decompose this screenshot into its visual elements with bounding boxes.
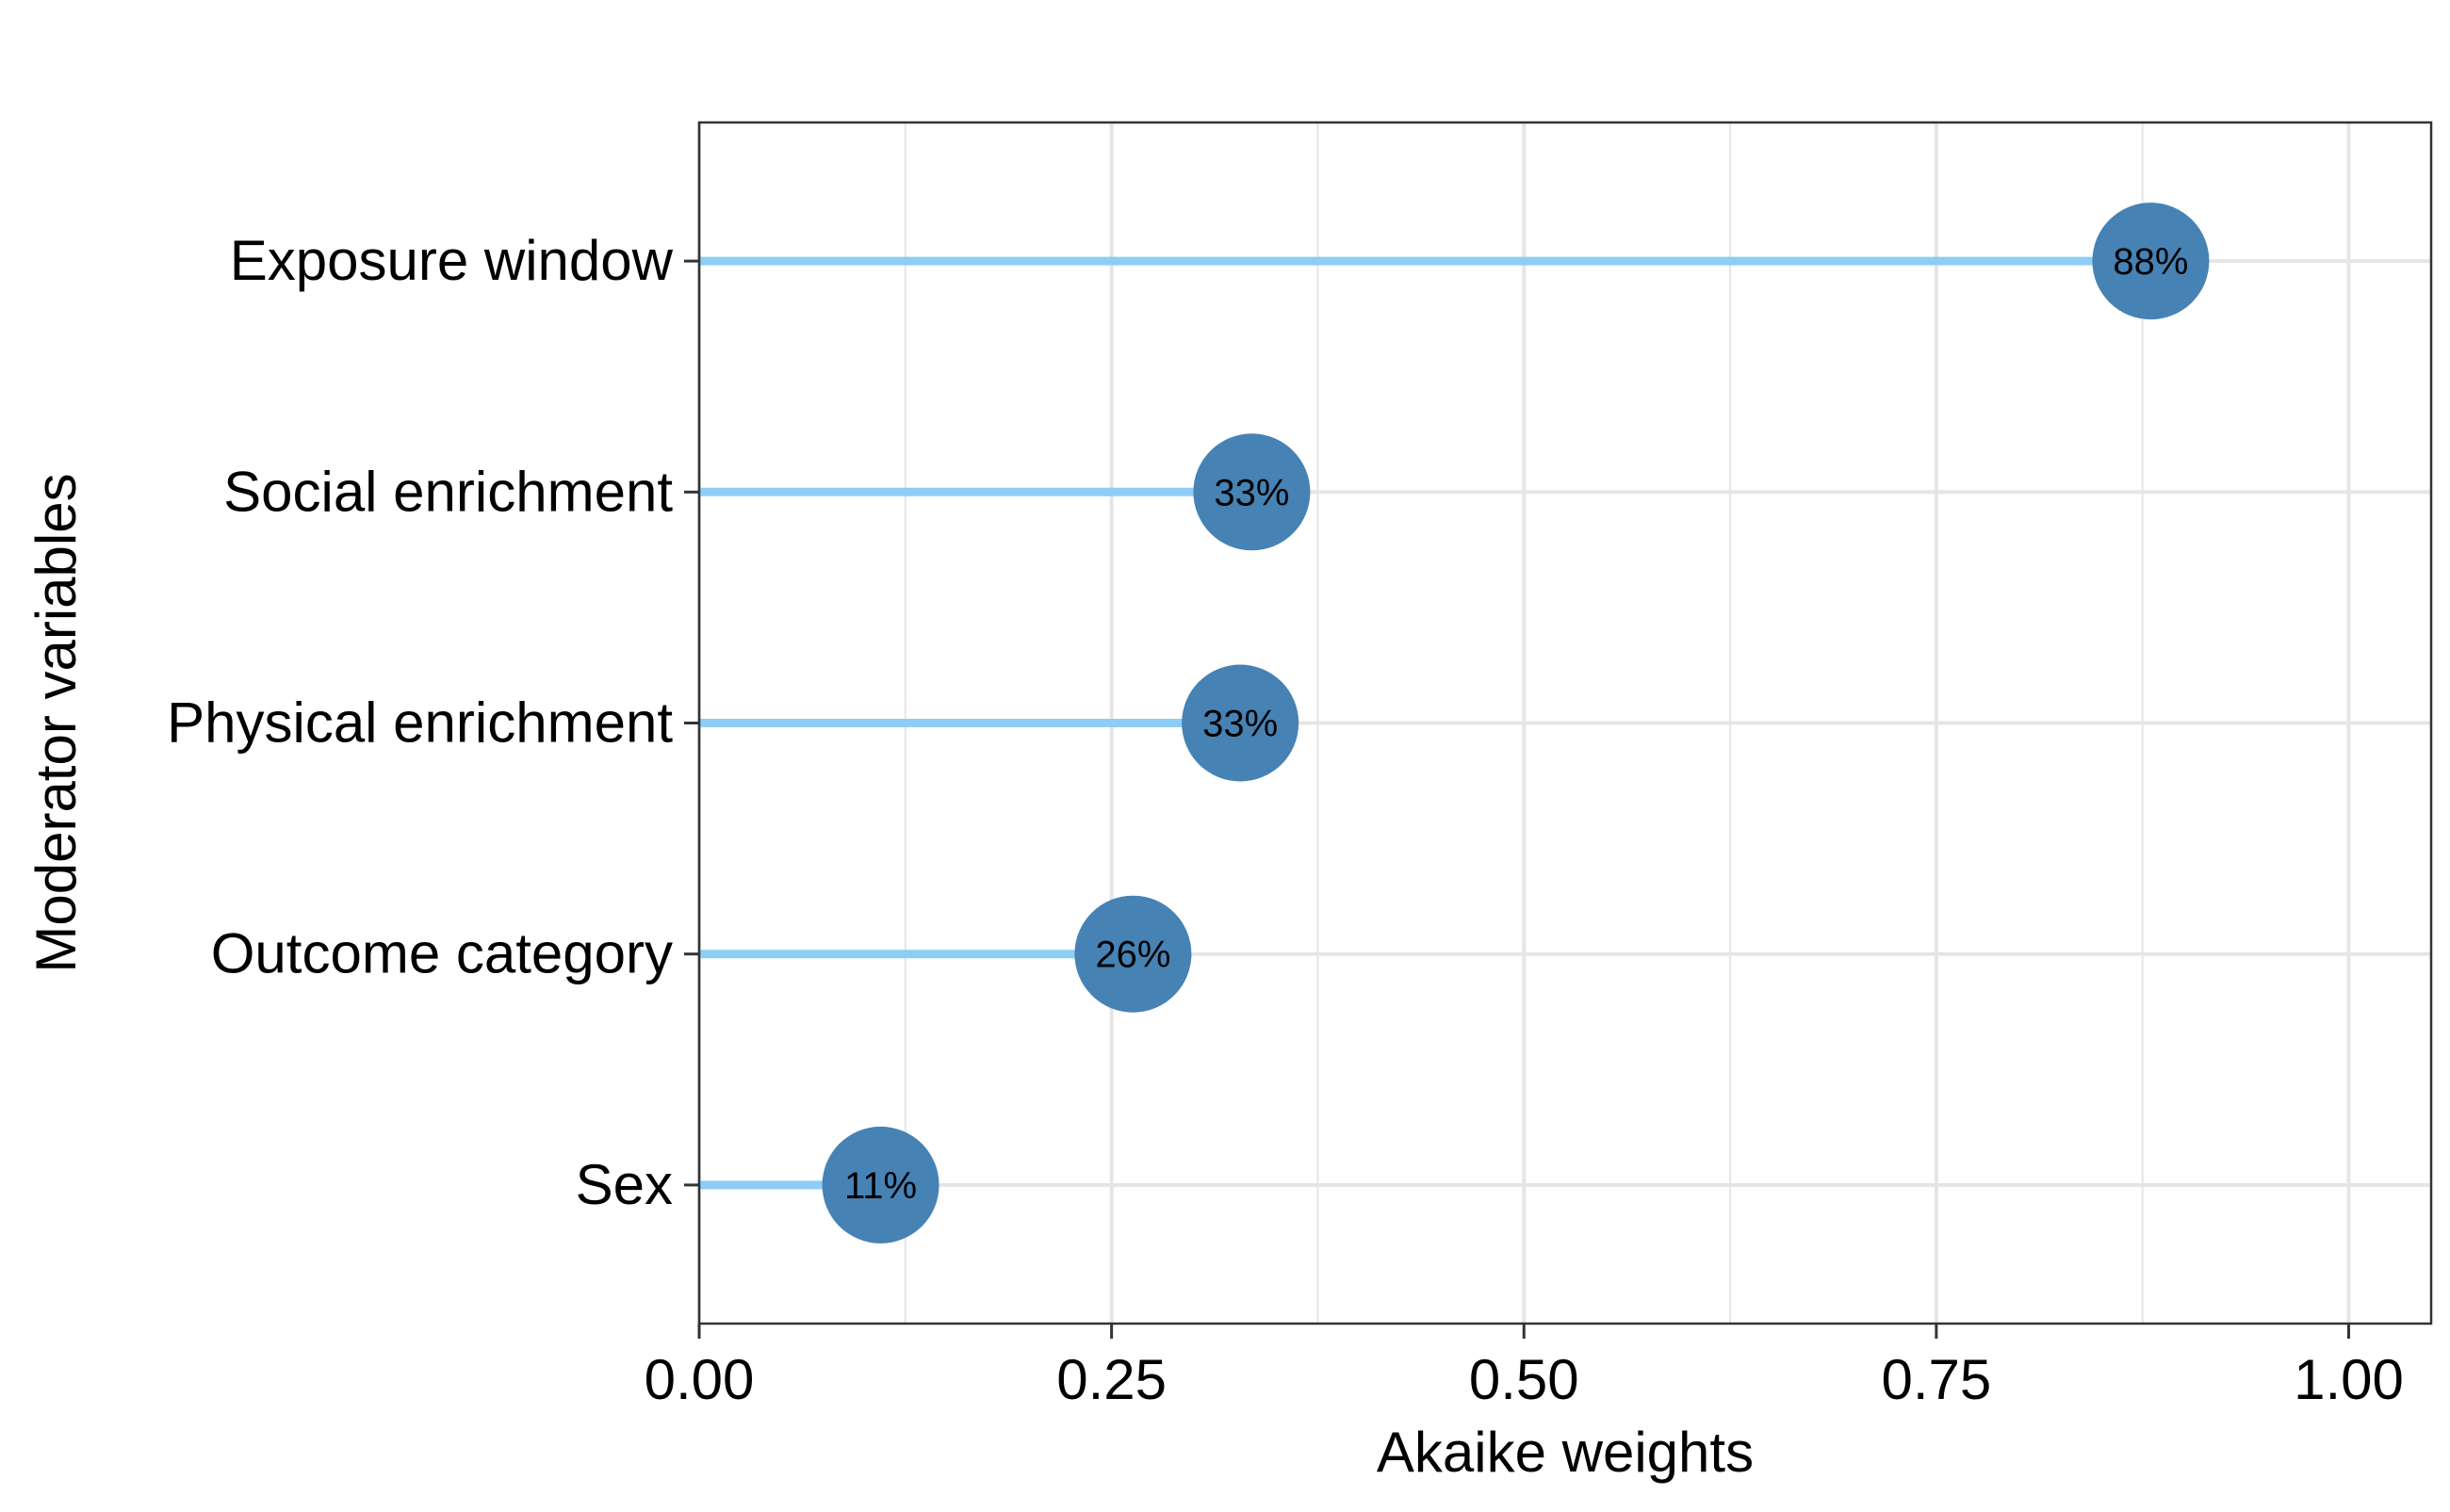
y-tick-label: Exposure window [230, 229, 674, 292]
y-tick-label: Sex [576, 1153, 673, 1216]
x-tick-label: 0.00 [645, 1348, 755, 1411]
points: 88% 33% 33% 26% 11% [822, 203, 2210, 1244]
lollipop-point [2092, 203, 2210, 320]
y-tick-label: Outcome category [211, 922, 673, 985]
value-label: 26% [1095, 935, 1170, 976]
lollipop-point [1074, 895, 1192, 1013]
value-label: 88% [2113, 241, 2188, 283]
lollipop-point [1193, 433, 1311, 551]
lollipop-point [1182, 664, 1299, 782]
x-tick-label: 0.75 [1881, 1348, 1991, 1411]
stems [699, 256, 2151, 1190]
y-tick-label: Social enrichment [223, 460, 673, 523]
y-axis-title: Moderator variables [24, 473, 88, 972]
value-label: 33% [1214, 472, 1289, 513]
x-tick-label: 0.25 [1056, 1348, 1167, 1411]
value-label: 33% [1202, 704, 1278, 745]
axes: Exposure window Social enrichment Physical… [167, 229, 2404, 1411]
y-tick-label: Physical enrichment [167, 691, 673, 755]
x-axis-title: Akaike weights [1377, 1421, 1754, 1484]
x-tick-label: 0.50 [1469, 1348, 1579, 1411]
lollipop-point [822, 1126, 939, 1244]
value-label: 11% [844, 1165, 917, 1207]
x-tick-label: 1.00 [2294, 1348, 2404, 1411]
